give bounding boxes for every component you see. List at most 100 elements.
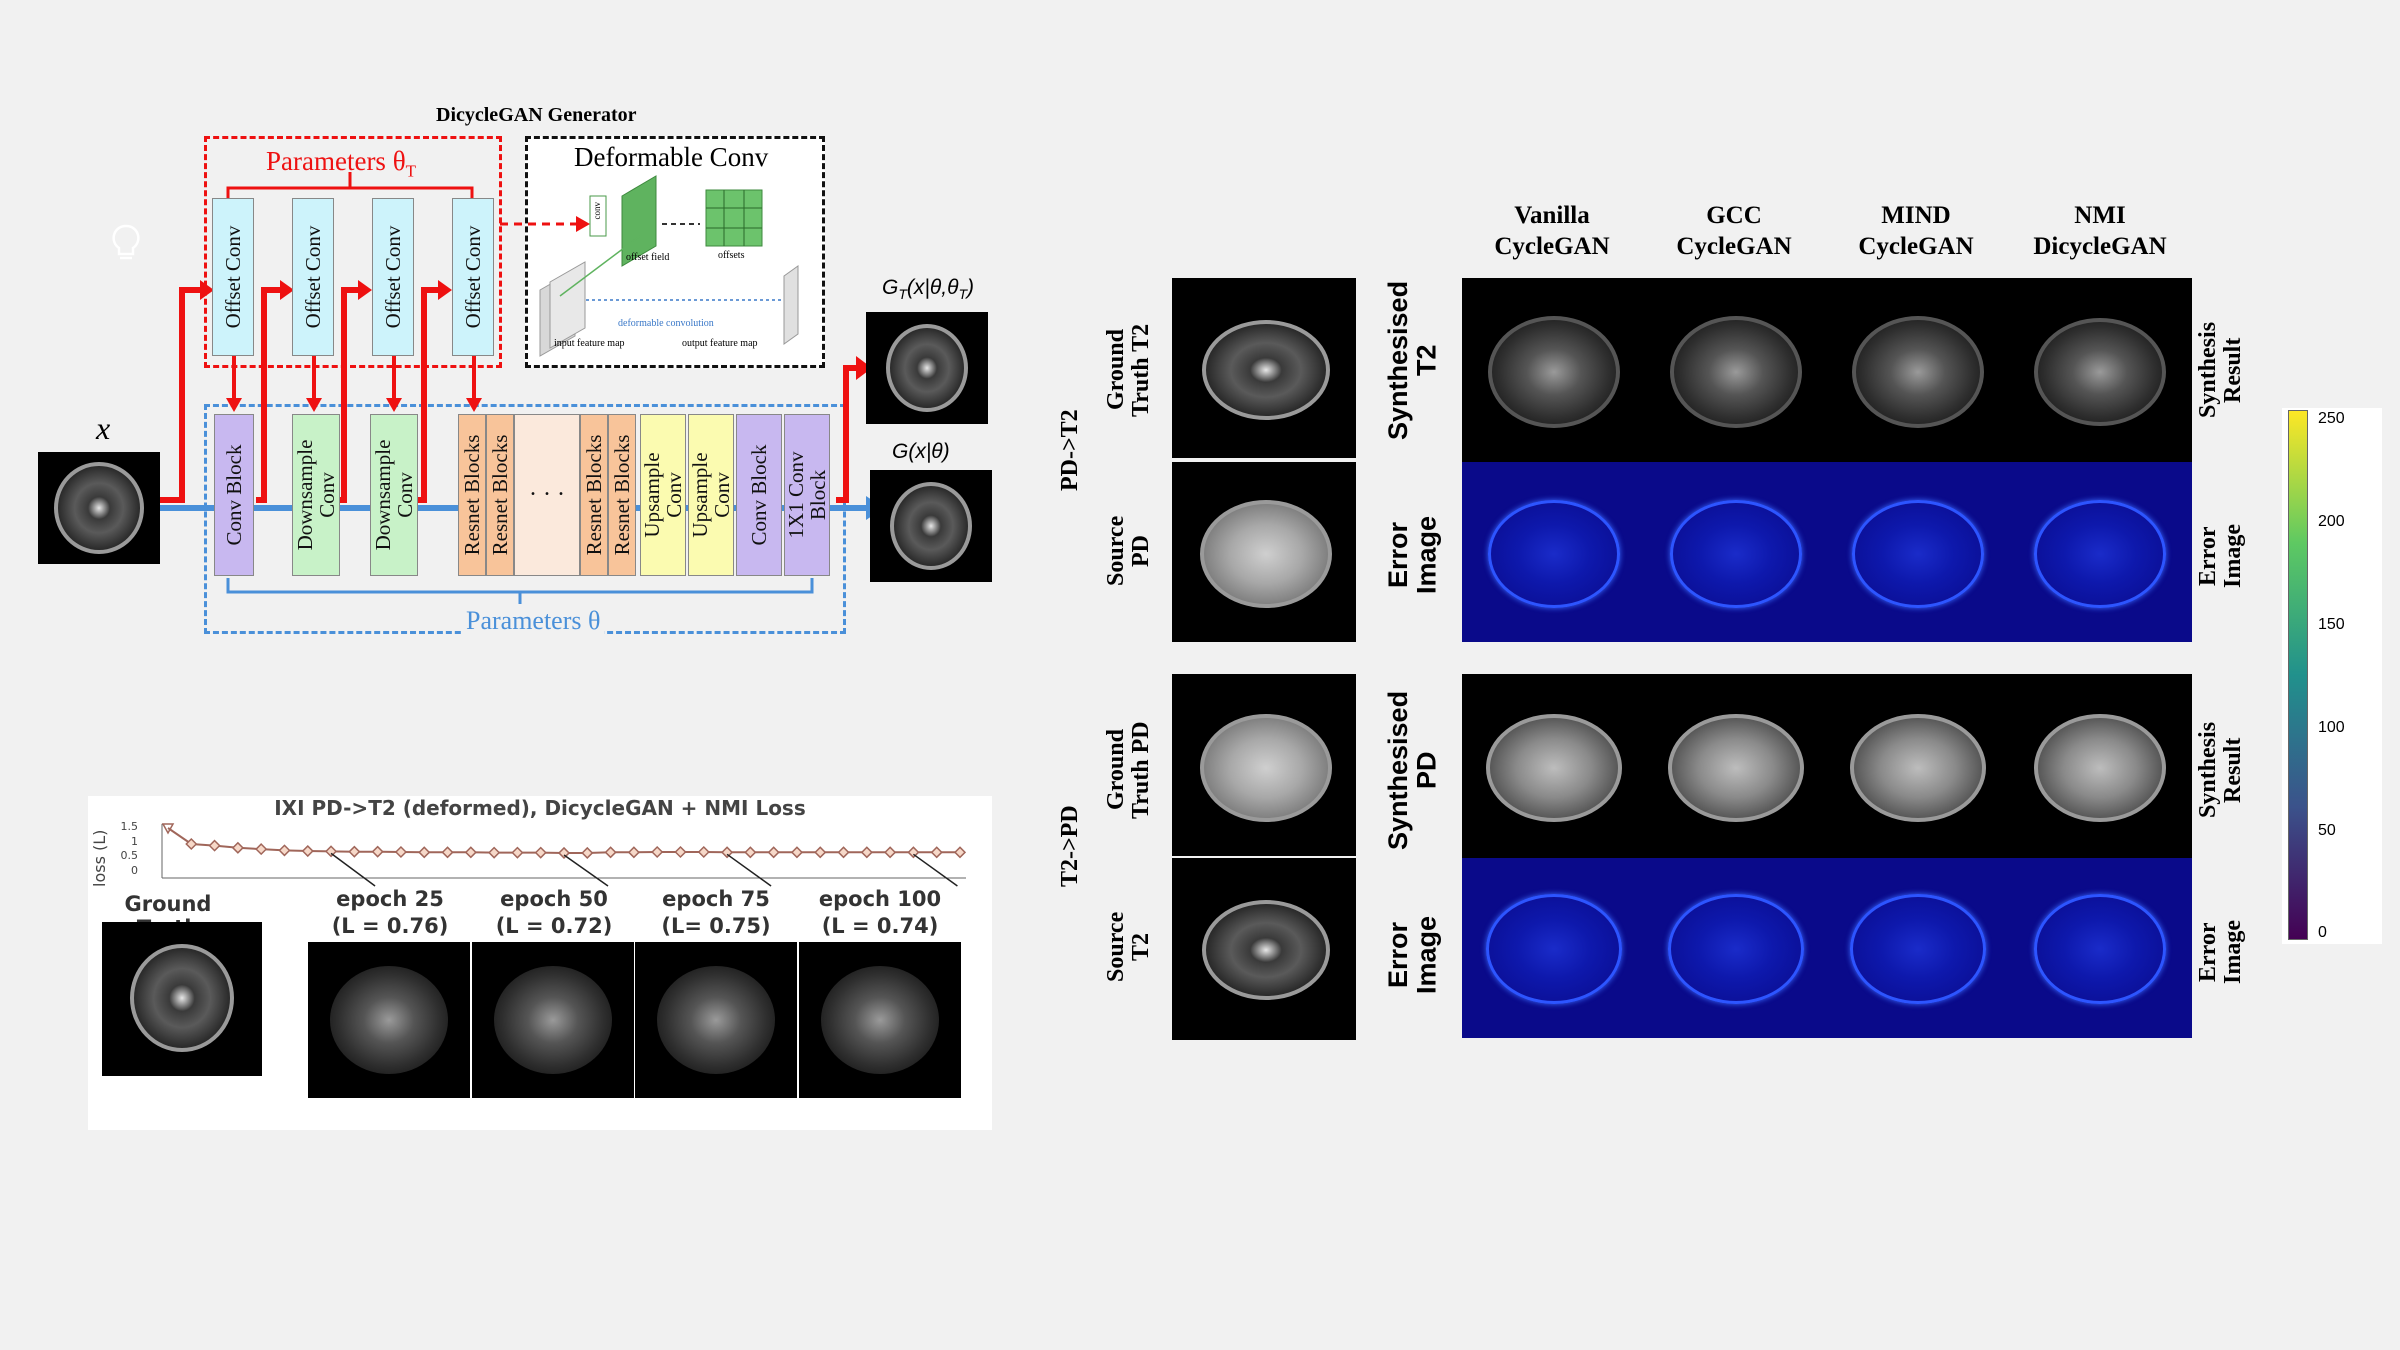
main-conv-block-2: Conv Block — [736, 414, 782, 576]
epoch-pointer-3 — [726, 853, 772, 887]
loss-point — [627, 846, 640, 859]
generator-arrows — [160, 172, 884, 604]
colorbar-tick-200: 200 — [2318, 513, 2345, 530]
ytick-0: 0 — [131, 863, 138, 877]
colorbar-gradient — [2288, 410, 2308, 940]
deform-label-offset-field: offset field — [626, 252, 670, 263]
loss-point — [394, 845, 408, 859]
red-path-3 — [336, 287, 358, 503]
loss-point — [534, 846, 547, 859]
ytick-1: 1 — [131, 834, 138, 848]
loss-point — [557, 846, 571, 860]
col-header-mind: MIND CycleGAN — [1858, 202, 1974, 261]
main-upsample-2: Upsample Conv — [688, 414, 734, 576]
loss-panel: IXI PD->T2 (deformed), DicycleGAN + NMI … — [88, 796, 992, 1130]
output-bottom-image — [870, 470, 992, 582]
offset-conv-2: Offset Conv — [292, 198, 334, 356]
main-1x1-conv-block: 1X1 Conv Block — [784, 414, 830, 576]
epoch-100-label: epoch 100 (L = 0.74) — [818, 887, 942, 939]
loss-point — [767, 846, 780, 859]
section-2-source-image — [1172, 858, 1356, 1040]
colorbar-tick-250: 250 — [2318, 410, 2345, 427]
main-downsample-2: Downsample Conv — [370, 414, 418, 576]
loss-point — [441, 846, 454, 859]
red-path-2 — [256, 287, 280, 503]
loss-point — [488, 846, 501, 859]
output-top-image — [866, 312, 988, 424]
main-resnet-2: Resnet Blocks — [486, 414, 514, 576]
offset-conv-4: Offset Conv — [452, 198, 494, 356]
main-resnet-4: Resnet Blocks — [608, 414, 636, 576]
epoch-75-image — [635, 942, 797, 1098]
section-2-name: T2->PD — [1057, 805, 1083, 887]
section-2-err-gcc — [1644, 858, 1826, 1038]
loss-panel-title: IXI PD->T2 (deformed), DicycleGAN + NMI … — [274, 796, 806, 820]
offset-params-box — [204, 136, 502, 368]
loss-point — [324, 845, 338, 858]
main-downsample-1: Downsample Conv — [292, 414, 340, 576]
loss-point — [697, 845, 710, 859]
epoch-25-image — [308, 942, 470, 1098]
loss-point — [837, 846, 850, 859]
colorbar-tick-150: 150 — [2318, 616, 2345, 633]
offset-down-arrowheads — [226, 398, 482, 412]
section-1-syn-nmi — [2008, 278, 2192, 462]
section-1-right-bottom: Error Image — [2195, 524, 2247, 588]
main-resnet-ellipsis-box: · · · — [514, 414, 580, 576]
loss-point — [674, 845, 687, 859]
deform-label-conv: conv — [592, 202, 602, 220]
section-2-err-nmi — [2008, 858, 2192, 1038]
main-resnet-3: Resnet Blocks — [580, 414, 608, 576]
colorbar: 250 200 150 100 50 0 — [2282, 408, 2382, 944]
loss-point — [348, 845, 361, 858]
loss-point — [884, 846, 897, 859]
loss-point — [744, 846, 757, 859]
loss-point — [511, 846, 524, 859]
loss-chart — [161, 823, 967, 887]
deform-label-offsets: offsets — [718, 250, 745, 261]
red-path-1 — [160, 287, 200, 503]
red-out-path — [836, 365, 856, 503]
loss-point — [651, 845, 664, 859]
deform-label-input-map: input feature map — [554, 338, 625, 349]
epoch-100-image — [799, 942, 961, 1098]
section-1-err-nmi — [2008, 462, 2192, 642]
section-2-syn-label: Synthesised PD — [1383, 690, 1442, 850]
loss-point — [208, 839, 221, 852]
output-bottom-label: G(x|θ) — [892, 440, 950, 463]
resnet-ellipsis: · · · — [529, 481, 565, 508]
offset-conv-1: Offset Conv — [212, 198, 254, 356]
epoch-pointer-4 — [912, 853, 958, 887]
section-1-right-top: Synthesis Result — [2195, 321, 2247, 419]
deform-label-deform-conv: deformable convolution — [618, 318, 714, 329]
section-1-err-vanilla — [1462, 462, 1644, 642]
loss-point — [814, 846, 827, 859]
loss-point — [720, 846, 734, 859]
section-2-src-label: Source T2 — [1103, 911, 1155, 983]
section-2-syn-mind — [1826, 674, 2008, 858]
section-1-err-gcc — [1644, 462, 1826, 642]
loss-point — [930, 846, 943, 859]
loss-point — [371, 845, 384, 858]
loss-point — [278, 844, 291, 857]
offset-down-arrows — [232, 356, 476, 398]
section-1-source-image — [1172, 462, 1356, 642]
colorbar-tick-100: 100 — [2318, 719, 2345, 736]
section-2-right-top: Synthesis Result — [2195, 721, 2247, 819]
section-1-err-label: Error Image — [1383, 515, 1442, 595]
loss-point — [301, 844, 314, 858]
section-2-ground-truth-image — [1172, 674, 1356, 856]
loss-point — [581, 846, 594, 860]
generator-title: DicycleGAN Generator — [436, 104, 637, 126]
epoch-pointer-2 — [563, 854, 609, 887]
section-2-syn-nmi — [2008, 674, 2192, 858]
section-1-syn-vanilla — [1462, 278, 1644, 462]
section-1-name: PD->T2 — [1057, 409, 1083, 491]
colorbar-tick-50: 50 — [2318, 822, 2336, 839]
output-top-label: GT(x|θ,θT) — [882, 276, 975, 303]
section-1-syn-mind — [1826, 278, 2008, 462]
section-1-syn-gcc — [1644, 278, 1826, 462]
input-image — [38, 452, 160, 564]
loss-point — [185, 837, 198, 851]
section-2-right-bottom: Error Image — [2195, 920, 2247, 984]
